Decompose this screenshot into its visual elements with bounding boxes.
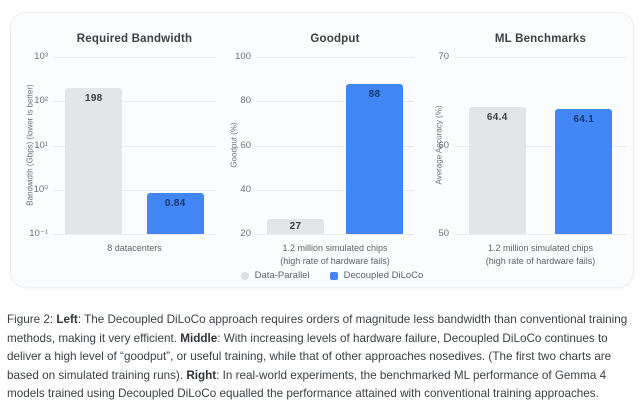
legend-marker-rounded-square-icon — [329, 271, 338, 280]
gridline — [454, 57, 627, 58]
y-tick-label: 60 — [240, 139, 251, 151]
bar-data-parallel: 64.4 — [468, 106, 526, 234]
bar-value-label: 27 — [289, 220, 302, 232]
y-tick-label: 60 — [438, 139, 449, 151]
gridline — [256, 145, 414, 147]
x-category-line: 8 datacenters — [107, 243, 162, 253]
x-category-line: (high rate of hardware fails) — [485, 256, 596, 266]
bar-value-label: 64.1 — [573, 114, 595, 126]
gridline — [53, 57, 216, 58]
y-tick-label: 10² — [34, 95, 48, 107]
caption-figure-label: Figure 2: — [7, 313, 57, 326]
y-tick-label: 20 — [240, 228, 251, 239]
bar-value-label: 198 — [84, 93, 103, 105]
legend-item: Data-Parallel — [240, 270, 310, 281]
legend-label: Decoupled DiLoCo — [343, 270, 424, 281]
x-category-line: 1.2 million simulated chips — [487, 243, 594, 253]
bar-data-parallel: 27 — [267, 218, 324, 234]
caption-right-label: Right — [186, 368, 217, 382]
y-tick-label: 40 — [240, 183, 251, 195]
bar-value-label: 88 — [368, 88, 381, 100]
x-category-label: 8 datacenters — [53, 242, 216, 255]
legend-marker-circle-icon — [240, 271, 249, 280]
y-axis-label: Goodput (%) — [229, 122, 239, 168]
plot-area: 10³ 10² 10¹ 10⁰ 10⁻¹ 198 0.84 — [29, 52, 216, 239]
gridline — [256, 234, 414, 235]
x-category-line: 1.2 million simulated chips — [282, 243, 388, 253]
plot-area: 70 60 50 64.4 64.1 — [438, 52, 627, 239]
bar-decoupled-diloco: 88 — [346, 83, 403, 234]
bar-data-parallel: 198 — [65, 88, 123, 234]
chart-title: ML Benchmarks — [494, 33, 587, 45]
chart-title: Goodput — [310, 33, 360, 45]
y-tick-label: 50 — [438, 228, 449, 239]
caption-middle-label: Middle — [180, 331, 218, 345]
caption-text: : In real-world experiments, the benchma… — [7, 368, 607, 401]
y-tick-label: 10¹ — [34, 139, 48, 151]
y-tick-label: 100 — [235, 51, 251, 62]
gridline — [454, 234, 627, 235]
bar-decoupled-diloco: 64.1 — [555, 109, 613, 234]
caption-text: : With increasing levels of hardware fai… — [7, 331, 612, 382]
y-tick-label: 80 — [240, 95, 251, 107]
gridline — [256, 57, 414, 58]
caption-left-label: Left — [56, 313, 78, 326]
gridline — [53, 145, 216, 147]
legend: Data-Parallel Decoupled DiLoCo — [31, 270, 633, 281]
y-tick-label: 70 — [438, 51, 449, 62]
plot-area: 100 80 60 40 20 27 88 — [235, 52, 414, 239]
gridline — [454, 145, 627, 147]
gridline — [256, 101, 414, 103]
y-tick-label: 10³ — [34, 51, 48, 62]
gridline — [53, 189, 216, 191]
chart-ml-benchmarks: ML Benchmarks Average Accuracy (%) 70 60 5… — [426, 13, 633, 287]
figure-caption: Figure 2: Left: The Decoupled DiLoCo app… — [7, 311, 640, 404]
legend-label: Data-Parallel — [254, 270, 310, 281]
caption-text: : The Decoupled DiLoCo approach requires… — [7, 313, 628, 345]
gridline — [256, 189, 414, 191]
bar-decoupled-diloco: 0.84 — [146, 193, 204, 234]
legend-item: Decoupled DiLoCo — [329, 270, 424, 281]
charts-panel: Required Bandwidth Bandwidth (Gbps) (low… — [10, 12, 634, 288]
x-category-label: 1.2 million simulated chips (high rate o… — [454, 242, 627, 268]
x-category-line: (high rate of hardware fails) — [280, 256, 390, 266]
x-category-label: 1.2 million simulated chips (high rate o… — [256, 242, 414, 268]
y-tick-label: 10⁻¹ — [29, 228, 48, 239]
chart-title: Required Bandwidth — [76, 33, 193, 45]
bar-value-label: 64.4 — [486, 111, 508, 123]
gridline — [53, 234, 216, 235]
chart-goodput: Goodput Goodput (%) 100 80 60 40 20 27 88 1.2 … — [226, 13, 426, 287]
gridline — [53, 101, 216, 103]
y-tick-label: 10⁰ — [33, 183, 48, 195]
chart-required-bandwidth: Required Bandwidth Bandwidth (Gbps) (low… — [11, 13, 226, 287]
bar-value-label: 0.84 — [164, 198, 186, 210]
